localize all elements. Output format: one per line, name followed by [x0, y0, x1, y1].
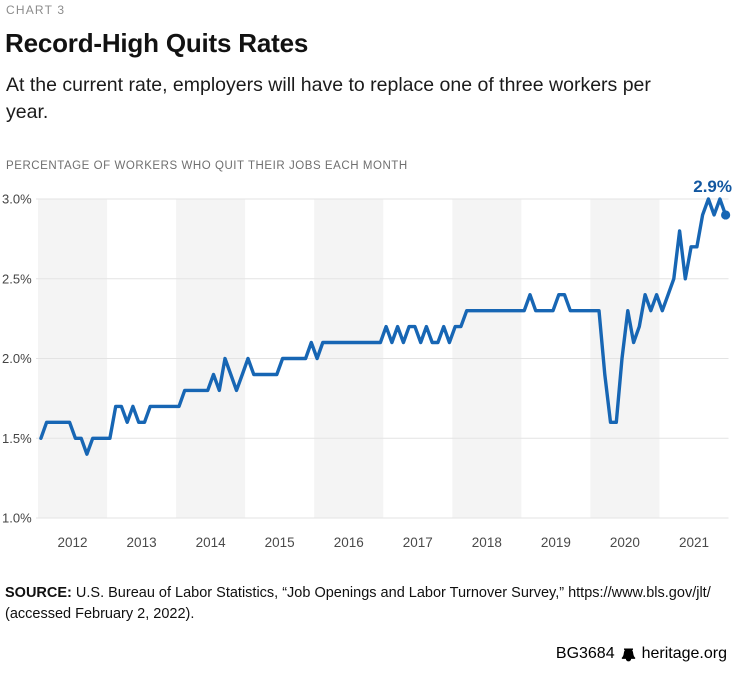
y-axis-tick-label: 1.5%: [2, 431, 32, 446]
y-axis-tick-label: 1.0%: [2, 511, 32, 526]
x-axis-year-label: 2020: [610, 535, 640, 550]
source-text: U.S. Bureau of Labor Statistics, “Job Op…: [5, 585, 711, 623]
latest-value-dot: [721, 210, 731, 220]
y-axis-tick-label: 2.5%: [2, 271, 32, 286]
footer-credit: BG3684 heritage.org: [556, 645, 727, 663]
x-axis-year-label: 2013: [127, 535, 157, 550]
latest-value-annotation: 2.9%: [693, 177, 732, 196]
liberty-bell-icon: [621, 647, 636, 662]
y-axis-tick-label: 2.0%: [2, 351, 32, 366]
chart-subtitle: At the current rate, employers will have…: [6, 74, 651, 124]
quits-rate-chart: 1.0% 1.5% 2.0% 2.5% 3.0% 2012 2013 2014 2015 2016…: [0, 176, 734, 558]
footer-site: heritage.org: [641, 645, 727, 662]
axis-caption: PERCENTAGE OF WORKERS WHO QUIT THEIR JOB…: [6, 160, 408, 172]
x-axis-year-label: 2015: [265, 535, 295, 550]
x-axis-year-label: 2014: [196, 535, 227, 550]
chart-kicker: CHART 3: [6, 3, 66, 17]
x-axis-year-label: 2021: [679, 535, 709, 550]
x-axis-year-label: 2012: [58, 535, 88, 550]
source-label: SOURCE:: [5, 585, 72, 601]
x-axis-year-label: 2018: [472, 535, 502, 550]
quits-rate-line: [39, 197, 728, 456]
page-title: Record-High Quits Rates: [5, 28, 309, 58]
x-axis-year-label: 2016: [334, 535, 364, 550]
x-axis-year-label: 2017: [403, 535, 433, 550]
footer-id: BG3684: [555, 645, 615, 662]
line-chart-canvas: 1.0% 1.5% 2.0% 2.5% 3.0% 2012 2013 2014 2015 2016…: [2, 177, 732, 550]
source-note: SOURCE: U.S. Bureau of Labor Statistics,…: [5, 583, 719, 625]
x-axis-year-label: 2019: [541, 535, 571, 550]
y-axis-tick-label: 3.0%: [2, 192, 32, 207]
